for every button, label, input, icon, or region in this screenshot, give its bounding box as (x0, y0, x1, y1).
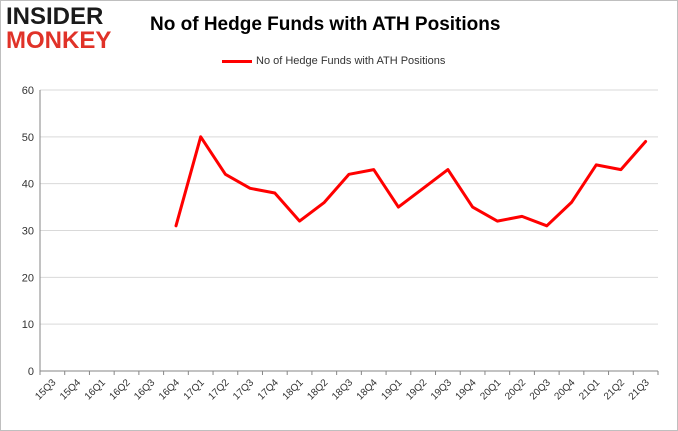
chart-title: No of Hedge Funds with ATH Positions (150, 14, 501, 35)
series-line (174, 135, 648, 228)
x-tick-label: 16Q2 (108, 377, 133, 402)
x-tick-label: 19Q2 (404, 377, 429, 402)
x-tick-label: 19Q3 (429, 377, 454, 402)
x-tick-label: 17Q4 (256, 377, 281, 402)
x-tick-label: 20Q4 (553, 377, 578, 402)
x-tick-label: 19Q4 (454, 377, 479, 402)
y-tick-label: 40 (22, 179, 34, 191)
x-tick-label: 18Q4 (355, 377, 380, 402)
x-tick-label: 21Q3 (627, 377, 652, 402)
x-tick-label: 16Q1 (83, 377, 108, 402)
x-tick-label: 18Q3 (330, 377, 355, 402)
logo-text-insider: INSIDER (6, 3, 104, 30)
x-tick-label: 20Q2 (503, 377, 528, 402)
x-tick-label: 15Q4 (58, 377, 83, 402)
legend-label: No of Hedge Funds with ATH Positions (256, 55, 446, 67)
x-tick-label: 18Q2 (305, 377, 330, 402)
x-tick-label: 17Q2 (206, 377, 231, 402)
x-tick-label: 20Q1 (478, 377, 503, 402)
y-tick-label: 30 (22, 226, 34, 238)
y-tick-label: 20 (22, 272, 34, 284)
x-tick-label: 20Q3 (528, 377, 553, 402)
x-tick-label: 18Q1 (281, 377, 306, 402)
legend-swatch (222, 60, 252, 63)
insider-monkey-logo: INSIDER MONKEY (6, 4, 128, 56)
y-tick-label: 60 (22, 85, 34, 97)
y-tick-label: 0 (28, 366, 34, 378)
x-tick-label: 15Q3 (33, 377, 58, 402)
x-tick-label: 21Q1 (577, 377, 602, 402)
logo-text-monkey: MONKEY (6, 27, 112, 54)
x-tick-label: 16Q3 (132, 377, 157, 402)
y-tick-label: 50 (22, 132, 34, 144)
x-tick-label: 19Q1 (379, 377, 404, 402)
x-tick-label: 17Q1 (182, 377, 207, 402)
x-tick-label: 17Q3 (231, 377, 256, 402)
y-tick-label: 10 (22, 319, 34, 331)
x-tick-label: 16Q4 (157, 377, 182, 402)
x-tick-label: 21Q2 (602, 377, 627, 402)
